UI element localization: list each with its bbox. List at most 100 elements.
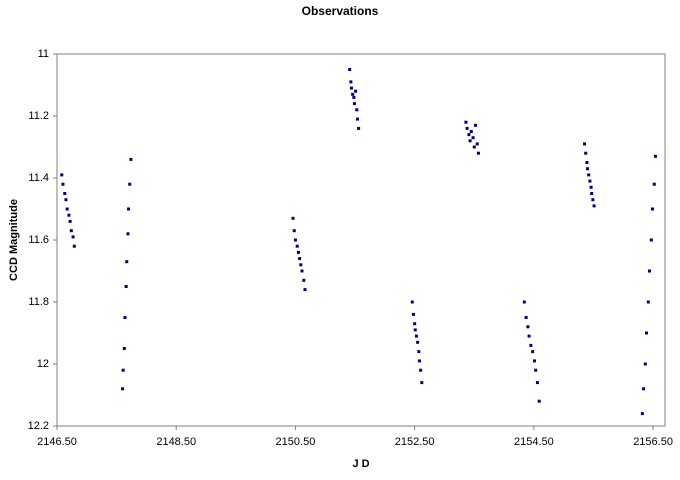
data-point bbox=[69, 229, 73, 233]
data-point bbox=[293, 238, 297, 242]
data-point bbox=[351, 92, 355, 96]
x-axis-label: J D bbox=[352, 458, 369, 470]
data-point bbox=[121, 387, 125, 391]
data-point bbox=[588, 179, 592, 183]
data-point bbox=[648, 269, 652, 273]
data-point bbox=[417, 359, 421, 363]
data-point bbox=[640, 412, 644, 416]
data-point bbox=[591, 198, 595, 202]
data-point bbox=[465, 126, 469, 130]
data-point bbox=[72, 244, 76, 248]
data-point bbox=[300, 269, 304, 273]
data-point bbox=[417, 350, 421, 354]
data-point bbox=[413, 322, 417, 326]
data-point bbox=[583, 142, 587, 146]
data-point bbox=[469, 130, 473, 133]
data-point bbox=[526, 325, 530, 329]
data-point bbox=[125, 260, 129, 264]
data-point bbox=[643, 362, 647, 366]
data-point bbox=[414, 334, 418, 338]
data-point bbox=[65, 207, 69, 211]
data-point bbox=[468, 139, 472, 143]
data-point bbox=[71, 235, 75, 239]
x-tick-label: 2148.50 bbox=[156, 436, 196, 448]
data-point bbox=[645, 331, 649, 335]
data-point bbox=[472, 145, 476, 149]
data-point bbox=[352, 95, 356, 99]
data-point bbox=[532, 359, 536, 363]
data-point bbox=[534, 368, 538, 372]
y-tick-label: 11.8 bbox=[28, 296, 49, 308]
data-point bbox=[475, 142, 479, 146]
data-point bbox=[123, 316, 127, 319]
data-point bbox=[299, 263, 303, 267]
data-point bbox=[524, 316, 528, 319]
y-tick-label: 11.4 bbox=[28, 172, 49, 184]
data-point bbox=[298, 257, 302, 261]
chart-title: Observations bbox=[302, 4, 379, 18]
data-point bbox=[303, 288, 307, 292]
x-tick-label: 2146.50 bbox=[37, 436, 77, 448]
data-point bbox=[61, 182, 65, 186]
data-point bbox=[471, 136, 475, 140]
data-point bbox=[586, 167, 590, 171]
data-point bbox=[420, 381, 424, 385]
data-point bbox=[653, 154, 657, 158]
data-point bbox=[646, 300, 650, 304]
data-point bbox=[410, 300, 414, 304]
data-point bbox=[650, 207, 654, 211]
y-tick-label: 11.6 bbox=[28, 234, 49, 246]
data-point bbox=[592, 204, 596, 208]
data-point bbox=[589, 185, 593, 189]
data-point bbox=[529, 343, 533, 347]
data-point bbox=[302, 278, 306, 282]
data-point bbox=[349, 80, 353, 84]
data-point bbox=[124, 285, 128, 288]
x-tick-label: 2150.50 bbox=[276, 436, 316, 448]
data-point bbox=[590, 192, 594, 195]
y-tick-label: 12 bbox=[37, 358, 49, 370]
data-point bbox=[63, 192, 67, 195]
data-point bbox=[413, 328, 417, 332]
data-point bbox=[642, 387, 646, 391]
data-point bbox=[64, 198, 68, 202]
data-point bbox=[467, 133, 471, 137]
data-point bbox=[348, 68, 352, 71]
y-tick-label: 11.2 bbox=[28, 110, 49, 122]
data-point bbox=[531, 350, 535, 354]
plot-frame bbox=[56, 53, 666, 427]
data-point bbox=[464, 120, 468, 124]
data-point bbox=[585, 161, 589, 164]
data-point bbox=[68, 219, 72, 223]
x-tick-label: 2152.50 bbox=[395, 436, 435, 448]
data-point bbox=[292, 229, 296, 233]
data-point bbox=[352, 102, 356, 106]
data-point bbox=[291, 216, 295, 220]
data-point bbox=[295, 244, 299, 248]
data-point bbox=[652, 182, 656, 186]
data-point bbox=[411, 312, 415, 316]
data-point bbox=[355, 117, 359, 121]
data-point bbox=[349, 86, 353, 90]
data-point bbox=[60, 173, 64, 177]
data-point bbox=[355, 108, 359, 112]
y-tick-label: 12.2 bbox=[28, 420, 49, 432]
data-point bbox=[476, 151, 480, 155]
data-point bbox=[587, 173, 591, 177]
y-axis-label: CCD Magnitude bbox=[8, 199, 20, 281]
data-point bbox=[121, 368, 125, 372]
data-point bbox=[357, 126, 361, 130]
data-point bbox=[126, 232, 130, 236]
data-point bbox=[649, 238, 653, 242]
data-point bbox=[416, 340, 420, 344]
data-point bbox=[522, 300, 526, 304]
data-point bbox=[535, 381, 539, 385]
data-point bbox=[584, 151, 588, 155]
data-point bbox=[419, 368, 423, 372]
data-point bbox=[67, 213, 71, 217]
data-point bbox=[296, 250, 300, 254]
y-tick-label: 11 bbox=[38, 48, 49, 60]
data-point bbox=[122, 347, 126, 350]
data-point bbox=[537, 399, 541, 403]
